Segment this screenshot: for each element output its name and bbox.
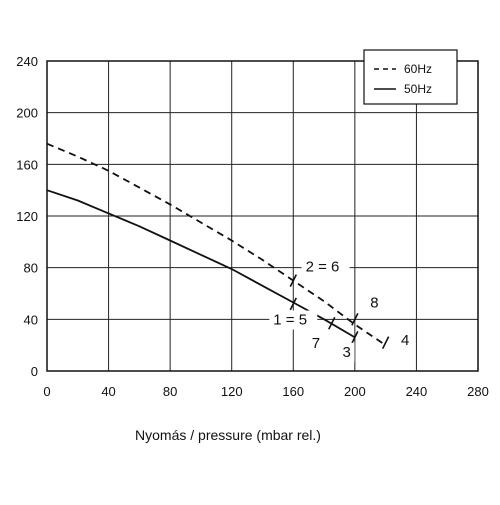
annotation-label: 3 — [343, 344, 351, 361]
x-tick-label: 160 — [282, 384, 304, 399]
y-tick-label: 240 — [16, 54, 38, 69]
curve-marker — [351, 312, 359, 326]
annotation-group: 2 = 6 1 = 5 8 7 3 4 — [269, 257, 414, 362]
grid — [46, 60, 479, 372]
y-tick-label: 0 — [31, 364, 38, 379]
x-tick-label: 40 — [101, 384, 115, 399]
annotation-label: 4 — [401, 332, 409, 349]
legend-label-60hz: 60Hz — [404, 62, 432, 76]
legend-label-50hz: 50Hz — [404, 82, 432, 96]
y-tick-label: 40 — [24, 312, 38, 327]
annotation-bg — [307, 333, 324, 353]
annotation-bg — [366, 293, 383, 313]
annotation-label: 2 = 6 — [306, 259, 340, 276]
curve-marker — [289, 297, 298, 311]
x-tick-label: 80 — [163, 384, 177, 399]
x-tick-label: 200 — [344, 384, 366, 399]
legend: 60Hz 50Hz — [363, 49, 458, 105]
plot-frame — [46, 60, 479, 372]
axes: 0 40 80 120 160 200 240 280 0 40 80 120 160 200 240 — [16, 54, 489, 399]
y-tick-label: 160 — [16, 157, 38, 172]
series-line-60hz — [46, 142, 387, 346]
y-tick-label: 80 — [24, 261, 38, 276]
annotation-label: 7 — [312, 335, 320, 352]
y-tick-label: 200 — [16, 106, 38, 121]
curve-marker — [351, 331, 359, 344]
annotation-label: 1 = 5 — [273, 312, 307, 329]
x-tick-label: 280 — [467, 384, 489, 399]
annotation-bg — [269, 310, 318, 330]
y-tick-label: 120 — [16, 209, 38, 224]
curve-marker — [289, 274, 298, 287]
legend-box — [363, 49, 458, 105]
series-line-50hz — [46, 189, 356, 339]
annotation-bg — [397, 331, 414, 351]
curve-marker — [381, 336, 390, 349]
marker-group — [289, 274, 390, 349]
annotation-label: 8 — [370, 295, 378, 312]
series-group — [46, 142, 387, 346]
annotation-bg — [338, 342, 355, 362]
x-tick-label: 240 — [406, 384, 428, 399]
annotation-bg — [301, 257, 350, 277]
curve-marker — [328, 316, 336, 330]
x-axis-title: Nyomás / pressure (mbar rel.) — [135, 427, 321, 443]
x-tick-label: 120 — [221, 384, 243, 399]
x-tick-label: 0 — [43, 384, 50, 399]
